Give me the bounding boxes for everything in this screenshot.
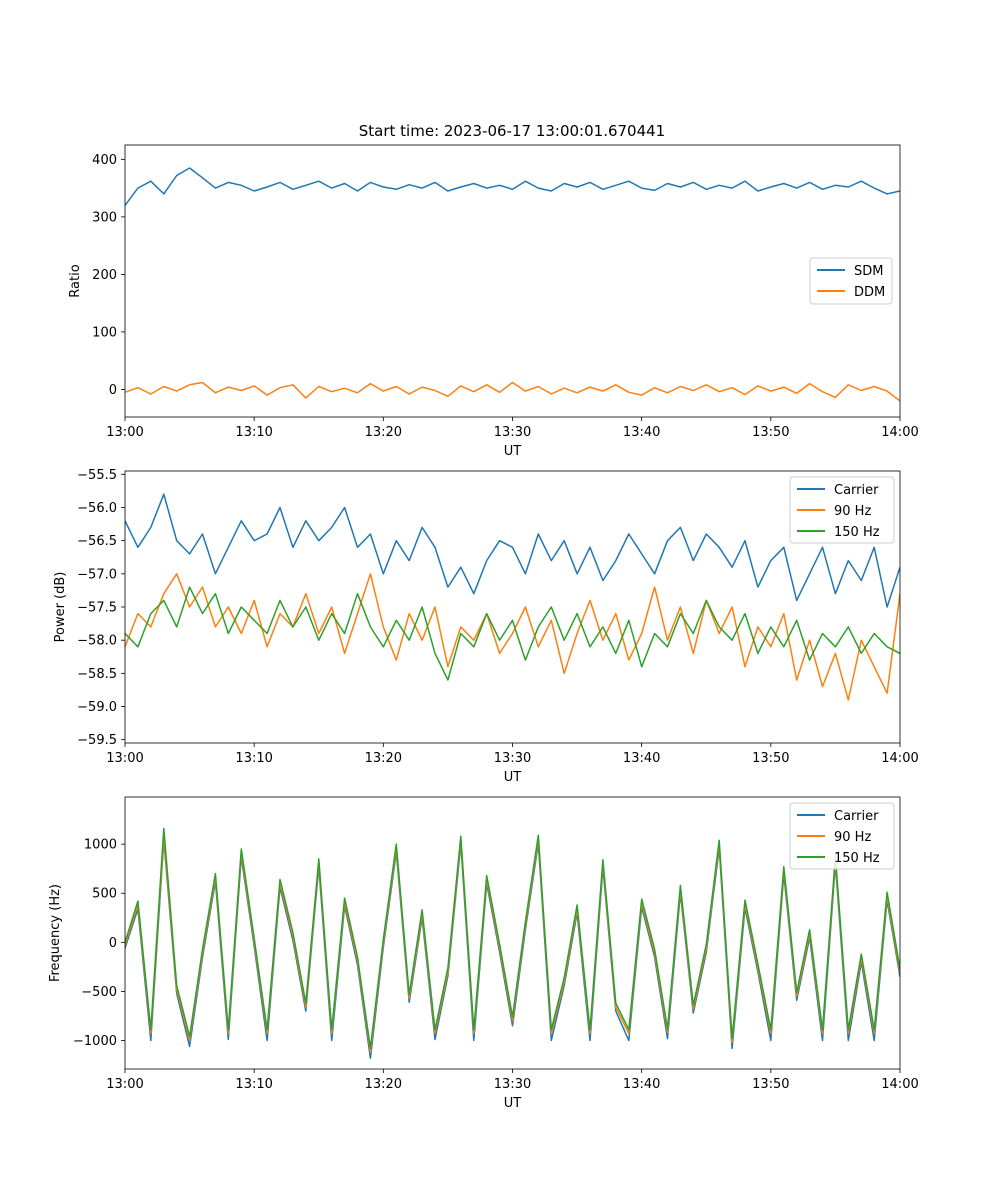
x-tick-label: 14:00 — [881, 1077, 918, 1092]
chart-panel-2: 13:00 13:10 13:20 13:30 13:40 13:50 14:00 −55.5… — [53, 468, 919, 785]
y-tick-label: −58.0 — [77, 634, 117, 649]
x-tick-label: 13:30 — [494, 751, 531, 766]
legend: SDM DDM — [809, 257, 893, 305]
panels: 13:00 13:10 13:20 13:30 13:40 13:50 14:00 0 100 2… — [48, 144, 919, 1111]
y-tick-label: 0 — [109, 383, 117, 398]
x-tick-label: 13:40 — [623, 1077, 660, 1092]
chart-panel-1: 13:00 13:10 13:20 13:30 13:40 13:50 14:00 0 100 2… — [68, 144, 919, 459]
x-tick-label: 13:30 — [494, 425, 531, 440]
series-line-ddm — [125, 381, 900, 402]
y-axis-label: Ratio — [68, 264, 83, 297]
series-line-90-hz — [125, 573, 900, 701]
x-tick-label: 13:20 — [365, 1077, 402, 1092]
series-line-carrier — [125, 493, 900, 608]
legend-label-150-hz: 150 Hz — [834, 525, 880, 540]
y-tick-label: −1000 — [73, 1034, 117, 1049]
y-tick-label: −57.0 — [77, 567, 117, 582]
legend-label-carrier: Carrier — [834, 483, 879, 498]
x-axis-label: UT — [504, 444, 522, 459]
y-tick-label: 400 — [92, 153, 117, 168]
series-line-sdm — [125, 167, 900, 206]
y-tick-label: 0 — [109, 936, 117, 951]
x-tick-label: 13:10 — [235, 751, 272, 766]
y-tick-label: 300 — [92, 210, 117, 225]
chart-panel-3: 13:00 13:10 13:20 13:30 13:40 13:50 14:00 −1000… — [48, 796, 919, 1111]
y-tick-label: 200 — [92, 268, 117, 283]
y-tick-label: −56.5 — [77, 534, 117, 549]
figure-title: Start time: 2023-06-17 13:00:01.670441 — [359, 122, 665, 140]
legend-label-carrier: Carrier — [834, 809, 879, 824]
series-line-150-hz — [125, 586, 900, 681]
y-tick-label: −59.0 — [77, 700, 117, 715]
y-tick-label: −59.5 — [77, 733, 117, 748]
x-tick-label: 13:10 — [235, 425, 272, 440]
x-axis-label: UT — [504, 1096, 522, 1111]
legend-label-90-hz: 90 Hz — [834, 504, 871, 519]
y-tick-label: −58.5 — [77, 667, 117, 682]
legend-label-sdm: SDM — [854, 264, 883, 279]
x-axis-label: UT — [504, 770, 522, 785]
legend: Carrier 90 Hz 150 Hz — [789, 802, 895, 870]
x-tick-label: 13:40 — [623, 425, 660, 440]
y-axis-label: Power (dB) — [53, 572, 68, 643]
y-tick-label: −57.5 — [77, 601, 117, 616]
y-tick-label: −55.5 — [77, 468, 117, 483]
x-tick-label: 13:00 — [106, 1077, 143, 1092]
legend-label-ddm: DDM — [854, 285, 885, 300]
x-tick-label: 13:20 — [365, 751, 402, 766]
legend-label-90-hz: 90 Hz — [834, 830, 871, 845]
x-tick-label: 13:10 — [235, 1077, 272, 1092]
legend-label-150-hz: 150 Hz — [834, 851, 880, 866]
x-tick-label: 13:00 — [106, 751, 143, 766]
legend-box — [789, 476, 895, 544]
series-line-150-hz — [125, 827, 900, 1050]
y-tick-label: 500 — [92, 887, 117, 902]
y-axis-label: Frequency (Hz) — [48, 884, 63, 982]
legend-box — [789, 802, 895, 870]
x-tick-label: 13:50 — [752, 1077, 789, 1092]
x-tick-label: 13:00 — [106, 425, 143, 440]
x-tick-label: 13:30 — [494, 1077, 531, 1092]
y-tick-label: 100 — [92, 325, 117, 340]
y-tick-label: −500 — [81, 985, 117, 1000]
y-tick-label: −56.0 — [77, 501, 117, 516]
x-tick-label: 13:20 — [365, 425, 402, 440]
legend: Carrier 90 Hz 150 Hz — [789, 476, 895, 544]
x-tick-label: 14:00 — [881, 751, 918, 766]
x-tick-label: 13:40 — [623, 751, 660, 766]
x-tick-label: 13:50 — [752, 425, 789, 440]
x-tick-label: 14:00 — [881, 425, 918, 440]
y-tick-label: 1000 — [84, 838, 117, 853]
x-tick-label: 13:50 — [752, 751, 789, 766]
